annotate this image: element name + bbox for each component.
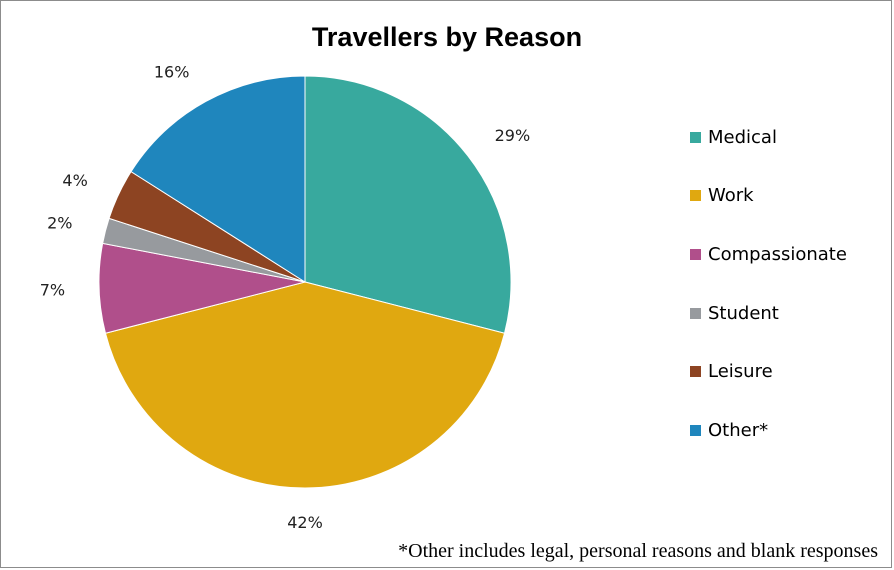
legend-label: Student bbox=[708, 302, 779, 324]
pie-slices bbox=[98, 75, 512, 489]
chart-title: Travellers by Reason bbox=[311, 22, 583, 52]
legend-label: Other* bbox=[708, 419, 769, 441]
pie-label-student: 2% bbox=[47, 213, 72, 232]
legend-item-compassionate: Compassionate bbox=[690, 225, 847, 284]
pie-label-leisure: 4% bbox=[62, 171, 87, 190]
legend-label: Leisure bbox=[708, 361, 773, 383]
legend-item-medical: Medical bbox=[690, 108, 847, 167]
chart-footnote: *Other includes legal, personal reasons … bbox=[398, 540, 878, 562]
legend-item-work: Work bbox=[690, 167, 847, 226]
legend-swatch bbox=[690, 366, 701, 378]
legend-item-leisure: Leisure bbox=[690, 342, 847, 401]
pie-labels: 29% 42% 7% 2% 4% 16% bbox=[40, 63, 530, 532]
legend-swatch bbox=[690, 424, 701, 436]
legend-swatch bbox=[690, 190, 701, 202]
legend-item-student: Student bbox=[690, 284, 847, 343]
legend-label: Work bbox=[708, 185, 754, 207]
pie-slice-medical bbox=[304, 75, 512, 334]
pie-label-compassionate: 7% bbox=[40, 281, 65, 300]
pie-label-work: 42% bbox=[287, 513, 323, 532]
legend-swatch bbox=[690, 307, 701, 319]
legend-label: Compassionate bbox=[708, 243, 847, 265]
pie-label-other: 16% bbox=[154, 63, 190, 82]
legend-swatch bbox=[690, 248, 701, 260]
pie-slice-other bbox=[130, 75, 306, 283]
pie-label-medical: 29% bbox=[495, 126, 531, 145]
legend-label: Medical bbox=[708, 126, 777, 148]
legend-item-other: Other* bbox=[690, 401, 847, 460]
legend-swatch bbox=[690, 131, 701, 143]
pie-slice-work bbox=[104, 281, 506, 489]
chart-legend: Medical Work Compassionate Student Leisure Ot… bbox=[690, 108, 847, 460]
